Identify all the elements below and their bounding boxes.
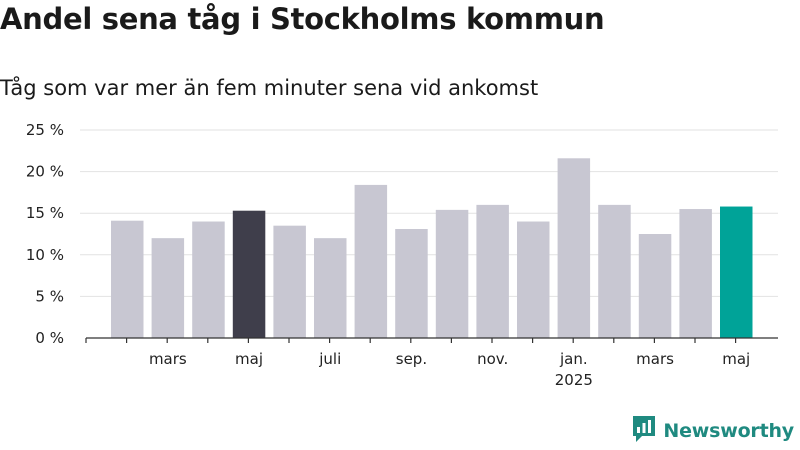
x-axis xyxy=(85,337,778,343)
x-tick-label: sep. xyxy=(396,350,427,368)
bar xyxy=(395,229,428,338)
bar xyxy=(273,225,306,338)
chart-title: Andel sena tåg i Stockholms kommun xyxy=(0,2,605,36)
x-axis-labels: mars maj juli sep. nov. jan. 2025 mars maj xyxy=(149,350,750,389)
x-tick-label: nov. xyxy=(477,350,508,368)
bar xyxy=(314,238,347,338)
x-tick-sublabel: 2025 xyxy=(555,371,593,389)
y-tick-label: 10 % xyxy=(26,246,64,264)
bars xyxy=(111,158,753,338)
newsworthy-wordmark: Newsworthy xyxy=(663,420,794,442)
bar xyxy=(557,158,591,338)
chart-subtitle: Tåg som var mer än fem minuter sena vid … xyxy=(0,76,539,100)
bar xyxy=(679,209,712,338)
bar xyxy=(638,234,672,338)
bar xyxy=(476,204,509,338)
bar xyxy=(598,204,631,338)
bar xyxy=(517,221,550,338)
y-tick-label: 0 % xyxy=(35,329,64,347)
x-tick-label: mars xyxy=(149,350,187,368)
y-tick-label: 20 % xyxy=(26,163,64,181)
x-tick-label: mars xyxy=(636,350,674,368)
x-tick-label: juli xyxy=(318,350,341,368)
bar xyxy=(720,206,753,338)
grid-lines xyxy=(80,129,778,297)
x-tick-label: maj xyxy=(722,350,750,368)
y-tick-label: 25 % xyxy=(26,121,64,139)
x-tick-label: jan. xyxy=(559,350,588,368)
bar xyxy=(435,209,469,338)
newsworthy-logo: Newsworthy xyxy=(631,416,794,446)
x-tick-label: maj xyxy=(235,350,263,368)
bar xyxy=(232,210,266,338)
bar xyxy=(354,184,388,338)
y-axis-labels: 0 % 5 % 10 % 15 % 20 % 25 % xyxy=(26,121,64,347)
bar xyxy=(111,220,144,338)
newsworthy-chart-icon xyxy=(631,414,657,448)
bar xyxy=(192,221,225,338)
y-tick-label: 15 % xyxy=(26,204,64,222)
bar xyxy=(151,238,185,338)
bar-chart: 0 % 5 % 10 % 15 % 20 % 25 % mars maj juli sep. no… xyxy=(26,121,778,389)
y-tick-label: 5 % xyxy=(35,287,64,305)
